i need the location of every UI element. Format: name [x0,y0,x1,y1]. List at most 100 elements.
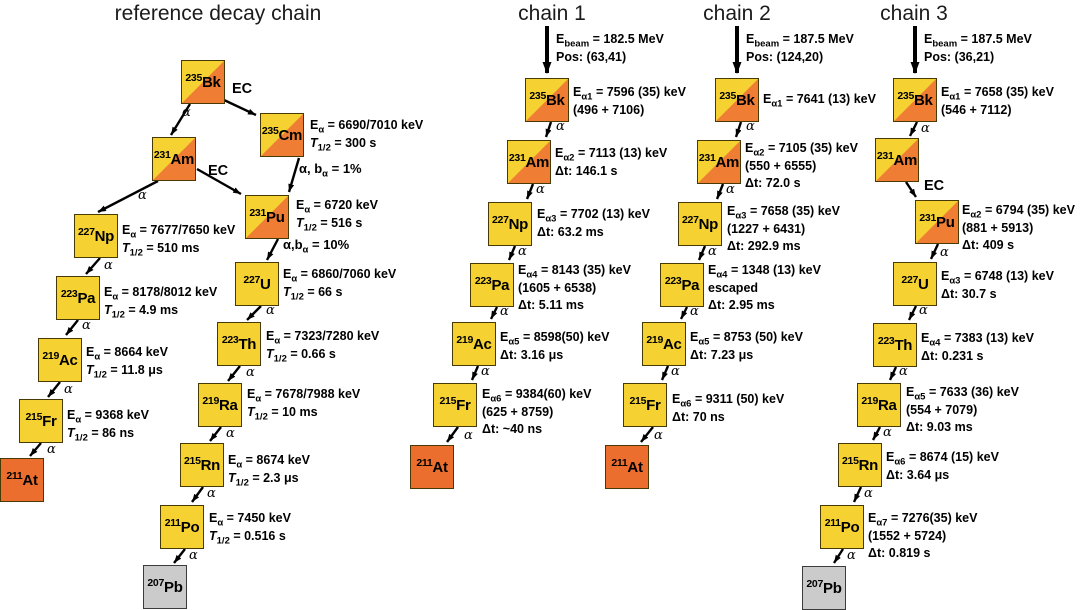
annotation-line: Eα2 = 7105 (35) keV [745,141,858,159]
branching-ratio-label: α, bα = 1% [299,161,362,180]
annotation-line: (1605 + 6538) [518,280,597,295]
decay-arrow [715,183,725,200]
alpha-label: α [919,303,928,318]
decay-arrow [227,365,241,382]
title-chain-2: chain 2 [703,2,771,25]
annotation-ref-211Po-ann: Eα = 7450 keV T1/2 = 0.516 s [209,510,291,545]
annotation-line: Eα = 8674 keV [228,453,310,471]
annotation-ref-219Ra-ann: Eα = 7678/7988 keV T1/2 = 10 ms [247,386,360,421]
annotation-c3-223Th-ann: Eα4 = 7383 (13) keV Δt: 0.231 s [921,330,1034,365]
isotope-box-c3-207Pb: 207 Pb [802,566,846,610]
isotope-symbol: Pa [491,276,510,294]
alpha-label: α [189,548,198,563]
annotation-line: Δt: 3.64 μs [886,467,950,482]
isotope-box-ref-231Am: 231 Am [152,137,196,181]
isotope-box-c2-231Am: 231 Am [697,140,741,184]
annotation-line: T1/2 = 510 ms [122,240,200,258]
isotope-box-c2-219Ac: 219 Ac [642,322,686,366]
alpha-label: α [182,105,191,120]
annotation-line: Eα3 = 6748 (13) keV [941,269,1054,287]
decay-arrow [852,486,863,503]
annotation-line: Eα6 = 9384(60) keV [482,387,592,405]
decay-arrow [544,121,553,138]
annotation-line: Eα4 = 7383 (13) keV [921,331,1034,349]
isotope-mass: 219 [646,334,664,346]
annotation-line: (1227 + 6431) [727,221,806,236]
alpha-label: α [138,188,147,203]
isotope-mass: 231 [249,207,267,219]
annotation-line: Eα1 = 7658 (35) keV [941,85,1054,103]
isotope-symbol: Rn [858,456,879,474]
title-chain-3: chain 3 [880,2,948,25]
isotope-mass: 223 [664,275,682,287]
annotation-line: Ebeam = 182.5 MeV [556,32,664,50]
isotope-box-c1-231Am: 231 Am [507,140,551,184]
decay-arrow [888,366,898,381]
annotation-line: Δt: 2.95 ms [708,298,775,312]
annotation-line: Eα2 = 7113 (13) keV [555,146,668,164]
annotation-line: Δt: 292.9 ms [727,239,801,253]
isotope-symbol: Ac [663,335,682,353]
annotation-line: T1/2 = 2.3 μs [228,470,299,488]
annotation-line: Δt: 7.23 μs [690,347,754,362]
alpha-label: α [726,182,735,197]
isotope-box-ref-231Pu: 231 Pu [245,195,289,239]
annotation-line: Eα = 9368 keV [67,408,149,426]
annotation-c1-227Np-ann: Eα3 = 7702 (13) keV Δt: 63.2 ms [537,206,650,241]
isotope-symbol: Am [525,153,550,171]
annotation-line: Δt: 9.03 ms [906,420,973,434]
isotope-symbol: U [260,275,271,293]
isotope-mass: 231 [153,149,171,161]
isotope-mass: 211 [824,517,841,529]
isotope-box-c2-223Pa: 223 Pa [660,263,704,307]
isotope-box-c3-211Po: 211 Po [820,505,864,549]
annotation-ref-235Cm-ann: Eα = 6690/7010 keV T1/2 = 300 s [310,117,423,152]
annotation-line: Δt: ~40 ns [482,422,543,436]
isotope-symbol: At [432,458,448,476]
decay-arrow [47,381,61,398]
isotope-symbol: Bk [546,91,565,109]
isotope-box-ref-223Th: 223 Th [217,322,261,366]
isotope-mass: 215 [25,411,43,423]
decay-arrow [929,243,940,260]
isotope-mass: 223 [60,288,78,300]
annotation-c1-219Ac-ann: Eα5 = 8598(50) keV Δt: 3.16 μs [500,329,609,364]
annotation-line: T1/2 = 0.516 s [209,528,286,546]
decay-arrow [489,306,499,320]
isotope-mass: 227 [243,274,261,286]
annotation-c2-231Am-ann: Eα2 = 7105 (35) keV (550 + 6555) Δt: 72.0 … [745,140,858,193]
alpha-label: α [207,486,216,501]
annotation-line: escaped [708,280,759,295]
alpha-label: α [690,304,699,319]
isotope-box-ref-211Po: 211 Po [160,505,204,549]
isotope-box-ref-211At: 211 At [0,458,44,502]
annotation-line: (550 + 6555) [745,158,817,173]
alpha-label: α [266,303,275,318]
alpha-label: α [708,244,717,259]
decay-arrow [734,121,743,138]
decay-arrow [173,548,186,564]
isotope-box-ref-219Ac: 219 Ac [38,338,82,382]
isotope-mass: 211 [6,470,23,482]
isotope-mass: 219 [42,350,60,362]
isotope-symbol: Po [180,518,200,536]
isotope-mass: 231 [876,150,894,162]
annotation-line: T1/2 = 0.66 s [266,346,336,364]
annotation-c1-235Bk-ann: Eα1 = 7596 (35) keV (496 + 7106) [573,84,686,119]
isotope-symbol: Ac [473,335,492,353]
isotope-symbol: Np [698,215,719,233]
annotation-line: T1/2 = 516 s [296,215,363,233]
annotation-line: Eα = 6860/7060 keV [283,267,397,285]
alpha-label: α [864,486,873,501]
isotope-box-c2-235Bk: 235 Bk [715,78,759,122]
annotation-ref-231Pu-ann: Eα = 6720 keV T1/2 = 516 s [296,197,378,232]
annotation-ref-227U-ann: Eα = 6860/7060 keV T1/2 = 66 s [283,266,396,301]
annotation-line: Ebeam = 187.5 MeV [746,32,854,50]
decay-arrow [97,179,159,214]
ec-label: EC [232,81,253,97]
alpha-label: α [104,258,113,273]
decay-arrow [660,365,670,381]
decay-arrow [223,98,257,117]
alpha-label: α [556,119,565,134]
